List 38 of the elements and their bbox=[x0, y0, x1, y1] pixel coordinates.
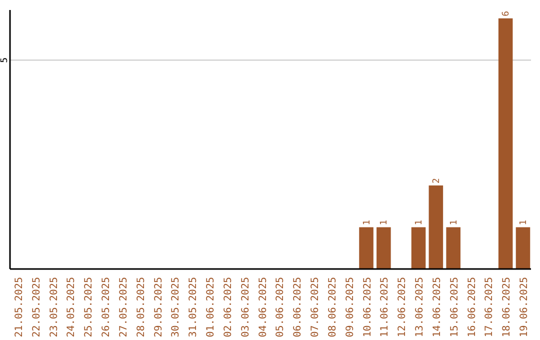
data-label: 1 bbox=[362, 220, 372, 226]
x-tick-label: 05.06.2025 bbox=[275, 277, 286, 338]
x-tick-label: 08.06.2025 bbox=[327, 277, 338, 338]
data-label: 1 bbox=[380, 220, 390, 226]
x-tick-label: 03.06.2025 bbox=[240, 277, 252, 338]
data-label: 1 bbox=[518, 220, 529, 226]
x-tick-label: 29.05.2025 bbox=[153, 277, 164, 338]
x-tick-label: 16.06.2025 bbox=[466, 277, 478, 338]
x-tick-label: 26.05.2025 bbox=[101, 277, 112, 338]
x-tick-label: 13.06.2025 bbox=[414, 277, 426, 338]
x-tick-label: 11.06.2025 bbox=[380, 277, 391, 338]
x-tick-label: 18.06.2025 bbox=[502, 277, 513, 338]
data-label: 2 bbox=[432, 178, 442, 184]
x-tick-label: 31.05.2025 bbox=[188, 277, 200, 338]
x-tick-label: 09.06.2025 bbox=[344, 277, 356, 338]
x-tick-label: 19.06.2025 bbox=[518, 277, 530, 338]
x-tick-label: 06.06.2025 bbox=[292, 277, 304, 338]
x-tick-label: 02.06.2025 bbox=[222, 277, 234, 338]
x-tick-label: 23.05.2025 bbox=[48, 277, 60, 338]
x-tick-label: 28.05.2025 bbox=[136, 277, 147, 338]
y-tick-label: 5 bbox=[0, 57, 10, 63]
x-tick-label: 14.06.2025 bbox=[432, 277, 443, 338]
x-tick-label: 21.05.2025 bbox=[14, 277, 26, 338]
x-tick-label: 30.05.2025 bbox=[170, 277, 182, 338]
data-label: 6 bbox=[502, 10, 512, 16]
x-tick-label: 22.05.2025 bbox=[31, 277, 42, 338]
x-tick-label: 12.06.2025 bbox=[397, 277, 408, 338]
x-tick-label: 24.05.2025 bbox=[66, 277, 78, 338]
x-tick-label: 01.06.2025 bbox=[206, 277, 217, 338]
x-tick-label: 25.05.2025 bbox=[84, 277, 95, 338]
data-label: 1 bbox=[414, 220, 425, 226]
x-tick-label: 17.06.2025 bbox=[484, 277, 496, 338]
x-tick-label: 10.06.2025 bbox=[362, 277, 374, 338]
x-tick-label: 04.06.2025 bbox=[258, 277, 269, 338]
x-tick-label: 07.06.2025 bbox=[310, 277, 322, 338]
x-tick-label: 15.06.2025 bbox=[449, 277, 460, 338]
data-label: 1 bbox=[449, 220, 460, 226]
x-tick-label: 27.05.2025 bbox=[118, 277, 130, 338]
